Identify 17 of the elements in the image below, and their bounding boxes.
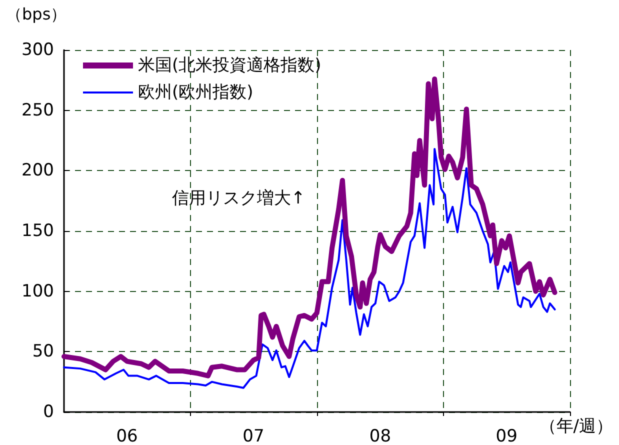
line-series <box>63 148 556 389</box>
y-tick-label: 200 <box>22 160 54 181</box>
legend-label: 欧州(欧州指数) <box>138 82 254 102</box>
x-tick-label: 06 <box>116 426 138 445</box>
y-tick-label: 50 <box>32 342 54 362</box>
y-tick-label: 100 <box>22 281 54 302</box>
x-tick-label: 09 <box>496 426 518 445</box>
x-tick-label: 07 <box>242 426 264 445</box>
x-tick-label: 08 <box>369 426 392 445</box>
y-tick-label: 250 <box>22 100 54 120</box>
y-axis-title: （bps） <box>6 4 67 24</box>
y-tick-label: 150 <box>22 221 54 241</box>
y-tick-label: 0 <box>43 402 54 422</box>
y-tick-label: 300 <box>22 40 54 60</box>
x-axis-title: （年/週） <box>539 416 614 436</box>
annotation: 信用リスク増大↑ <box>172 188 306 208</box>
legend-label: 米国(北米投資適格指数) <box>138 56 322 76</box>
